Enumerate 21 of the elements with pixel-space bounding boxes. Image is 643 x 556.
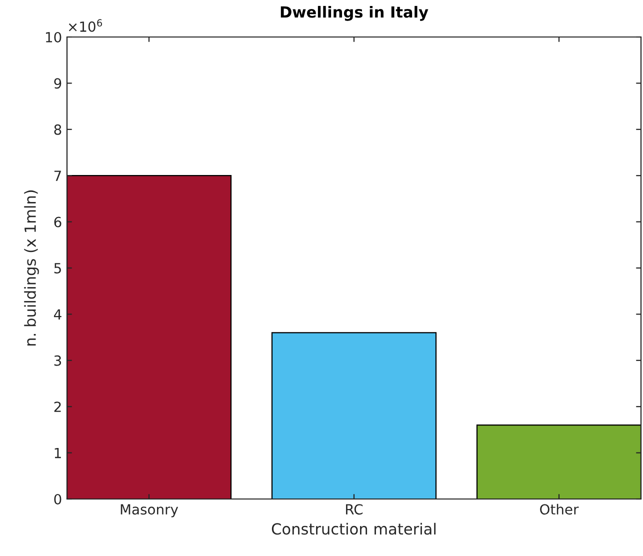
x-axis-title: Construction material bbox=[272, 522, 436, 535]
y-tick-label: 2 bbox=[54, 402, 61, 412]
y-tick-label: 3 bbox=[54, 355, 62, 366]
y-tick-label: 5 bbox=[54, 263, 61, 274]
y-tick-label: 4 bbox=[54, 309, 62, 320]
chart-title: Dwellings in Italy bbox=[280, 6, 428, 21]
y-tick-label: 7 bbox=[54, 170, 61, 181]
y-tick-label: 0 bbox=[54, 494, 62, 504]
bar bbox=[271, 332, 437, 499]
y-tick-label: 8 bbox=[54, 124, 62, 135]
x-tick-label: Other bbox=[540, 504, 579, 515]
x-tick-label: RC bbox=[346, 504, 363, 515]
bar bbox=[67, 175, 232, 499]
y-tick-label: 9 bbox=[54, 78, 62, 89]
x-tick-label: Masonry bbox=[120, 504, 178, 518]
y-tick-label: 10 bbox=[46, 32, 62, 42]
y-tick-label: 1 bbox=[54, 448, 61, 458]
y-tick-label: 6 bbox=[54, 216, 62, 228]
text: ×10$^{6}$ bbox=[68, 19, 102, 32]
y-axis-title: n. buildings (x 1mln) bbox=[24, 190, 39, 346]
bar bbox=[476, 424, 641, 499]
